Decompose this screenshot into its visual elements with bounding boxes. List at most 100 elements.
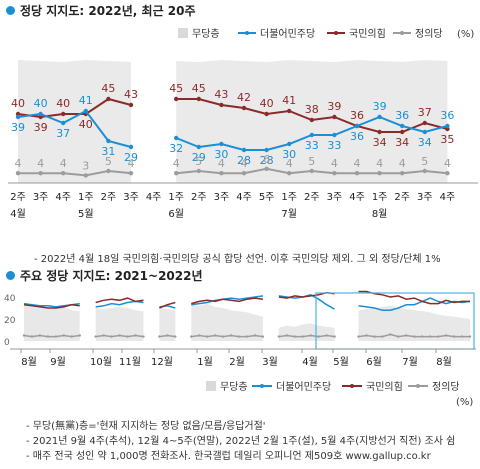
data-label-series-3: 4 (128, 157, 135, 170)
chart2-title-text: 주요 정당 지지도: 2021~2022년 (20, 269, 203, 283)
legend-marker-3 (400, 31, 404, 35)
footnote-method: - 매주 전국 성인 약 1,000명 전화조사. 한국갤럽 데일리 오피니언 … (26, 451, 431, 462)
x-month-label: 11월 (119, 356, 141, 368)
legend-marker-1 (245, 31, 249, 35)
point-series-3 (83, 173, 89, 178)
legend-label-3: 정의당 (432, 381, 460, 393)
x-tick-label: 3주 (417, 192, 433, 203)
line-series-2-3 (191, 297, 264, 305)
line-series-1-5 (358, 297, 471, 311)
point-series-3 (309, 168, 314, 174)
x-month-label: 2월 (229, 356, 245, 368)
point-series-1 (61, 120, 66, 126)
point-series-3 (158, 335, 161, 338)
data-label-series-3: 4 (331, 157, 338, 170)
point-series-3 (94, 335, 97, 338)
data-label-series-2: 40 (11, 97, 25, 110)
legend-swatch-0 (178, 28, 188, 38)
point-series-3 (468, 335, 472, 338)
point-series-3 (46, 335, 50, 338)
data-label-series-3: 5 (195, 155, 202, 168)
x-month-label: 5월 (78, 208, 94, 220)
x-month-label: 7월 (281, 208, 297, 220)
data-label-series-2: 37 (418, 106, 432, 119)
line-series-1-0 (17, 109, 132, 148)
point-series-3 (460, 335, 464, 338)
legend-marker-1 (260, 384, 264, 388)
data-label-series-2: 40 (79, 118, 93, 131)
data-label-series-1: 30 (282, 148, 296, 161)
x-month-label: 3월 (262, 356, 278, 368)
point-series-1 (287, 141, 292, 147)
x-tick-label: 4주 (236, 192, 252, 203)
legend-label-2: 국민의힘 (349, 28, 386, 40)
area-series-nonpartisan-0 (18, 60, 131, 183)
data-label-series-2: 45 (169, 82, 183, 95)
x-month-label: 7월 (402, 356, 418, 368)
point-series-3 (213, 334, 217, 337)
data-label-series-2: 36 (350, 109, 364, 122)
point-series-2 (287, 108, 292, 114)
chart1-title: 정당 지지도: 2022년, 최근 20주 (6, 2, 196, 19)
point-series-1 (332, 132, 337, 138)
footnote-skipped-weeks: - 2021년 9월 4주(추석), 12월 4~5주(연말), 2022년 2… (26, 436, 456, 447)
point-series-2 (422, 120, 427, 126)
point-series-3 (428, 335, 432, 338)
line-series-2-2 (159, 301, 176, 309)
point-series-2 (196, 96, 201, 102)
line-series-3-4 (278, 334, 335, 338)
x-tick-label: 4주 (440, 192, 456, 203)
data-label-series-2: 41 (282, 94, 296, 107)
data-label-series-3: 4 (444, 157, 451, 170)
point-series-3 (174, 335, 177, 338)
point-series-3 (106, 168, 111, 174)
point-series-3 (205, 335, 209, 338)
x-tick-label: 4주 (349, 192, 365, 203)
point-series-1 (264, 147, 269, 153)
data-label-series-2: 45 (101, 82, 115, 95)
data-label-series-2: 43 (214, 88, 228, 101)
point-series-1 (241, 147, 247, 153)
point-series-3 (22, 334, 26, 337)
x-tick-label: 3주 (33, 192, 49, 203)
point-series-3 (166, 334, 169, 337)
point-series-3 (253, 334, 257, 337)
point-series-3 (309, 334, 312, 337)
point-series-1 (445, 123, 450, 129)
legend-swatch-0 (206, 381, 216, 391)
point-series-1 (377, 114, 382, 120)
point-series-2 (241, 105, 247, 111)
point-series-1 (15, 114, 21, 120)
data-label-series-3: 4 (241, 157, 248, 170)
point-series-3 (377, 171, 382, 176)
point-series-3 (118, 334, 121, 337)
point-series-3 (444, 334, 448, 337)
point-series-1 (83, 108, 89, 114)
data-label-series-2: 40 (260, 97, 274, 110)
data-label-series-1: 31 (101, 145, 115, 158)
point-series-3 (174, 171, 179, 176)
x-month-label: 1월 (197, 356, 213, 368)
point-series-3 (110, 335, 113, 338)
data-label-series-3: 4 (218, 157, 225, 170)
point-series-3 (61, 171, 66, 176)
x-tick-label: 4주 (55, 192, 71, 203)
point-series-3 (241, 171, 247, 176)
point-series-3 (15, 171, 21, 176)
point-series-3 (264, 166, 269, 171)
point-series-3 (134, 334, 137, 337)
point-series-3 (381, 335, 384, 338)
point-series-3 (445, 171, 450, 176)
legend-marker-2 (334, 31, 338, 35)
point-series-3 (436, 335, 440, 338)
data-label-series-1: 33 (327, 139, 341, 152)
data-label-series-3: 5 (421, 155, 428, 168)
data-label-series-1: 39 (11, 121, 25, 134)
line-series-2-5 (358, 290, 470, 305)
x-tick-label: 2주 (191, 192, 207, 203)
line-series-2-0 (23, 303, 80, 309)
point-series-3 (54, 335, 58, 338)
x-tick-label: 2주 (101, 192, 117, 203)
data-label-series-2: 42 (237, 91, 251, 104)
data-label-series-1: 37 (56, 127, 70, 140)
